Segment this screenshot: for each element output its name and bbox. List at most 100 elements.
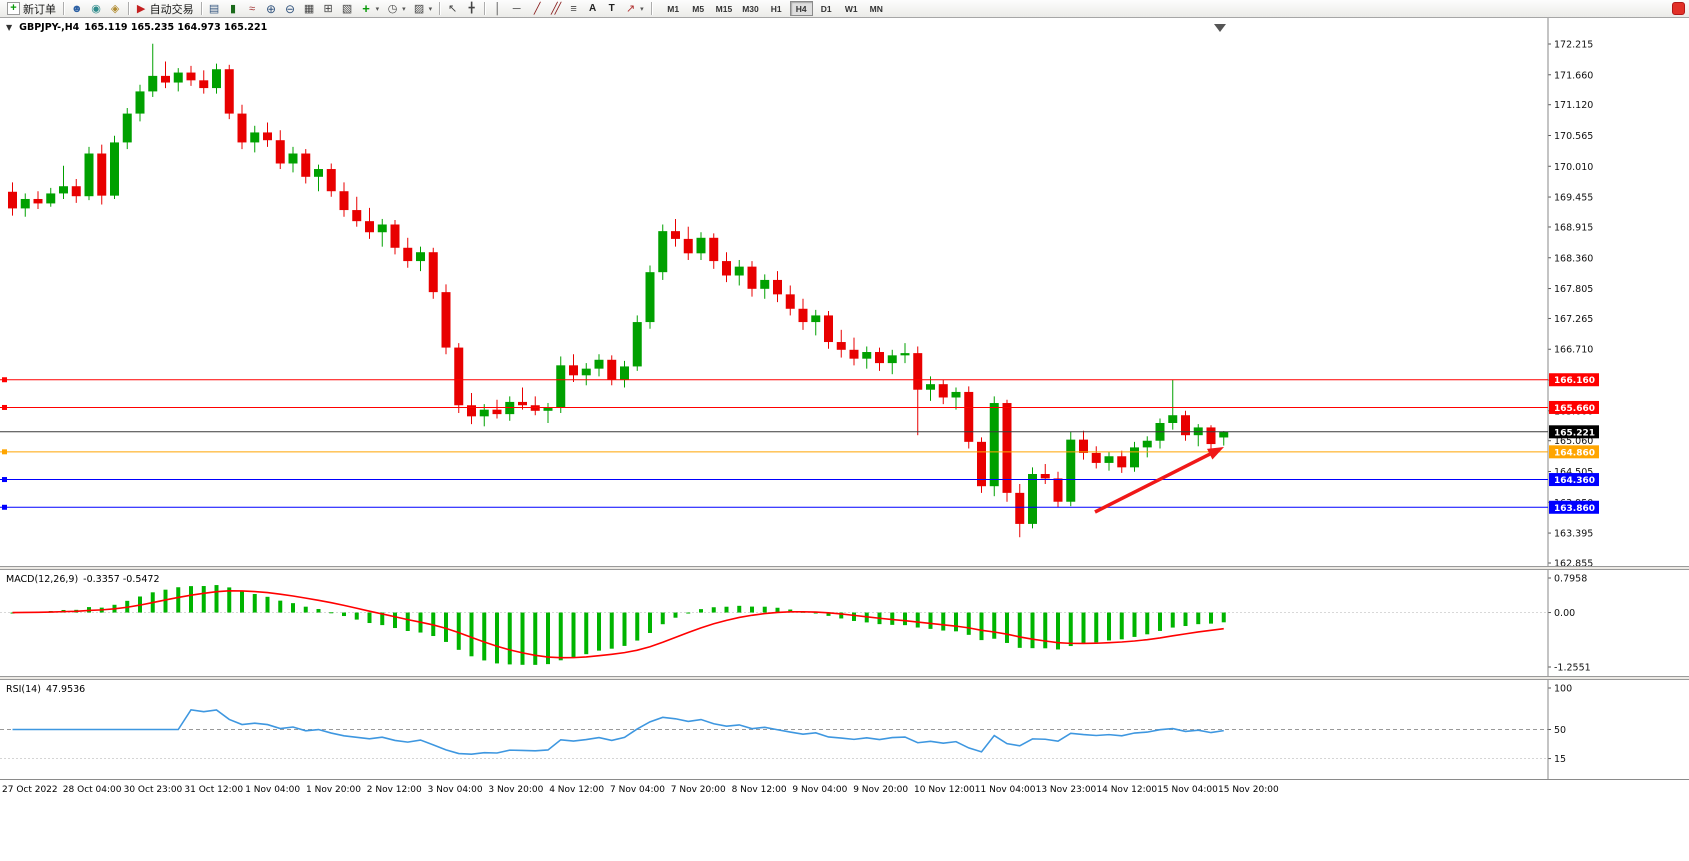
text-label-button[interactable]: T <box>602 1 621 17</box>
price-axis-label: 170.010 <box>1554 162 1593 173</box>
macd-canvas[interactable]: 0.7958 0.00 -1.2551 <box>0 570 1689 676</box>
periods-button[interactable]: ◷ ▾ <box>383 1 410 17</box>
time-axis-label: 1 Nov 04:00 <box>245 785 301 795</box>
time-axis-label: 8 Nov 12:00 <box>731 785 787 795</box>
price-axis-label: 170.565 <box>1554 131 1593 142</box>
rsi-axis-label: 50 <box>1554 725 1566 736</box>
panel-splitter[interactable] <box>0 676 1689 680</box>
cursor-button[interactable]: ↖ <box>443 1 462 17</box>
timeframe-h1[interactable]: H1 <box>765 1 788 16</box>
fibonacci-icon: ≡ <box>570 2 577 15</box>
rsi-name: RSI(14) <box>6 684 41 695</box>
market-watch-button[interactable]: ☻ <box>67 1 87 17</box>
chart-title: ▼ GBPJPY-,H4 165.119 165.235 164.973 165… <box>6 22 267 33</box>
toolbar-separator <box>127 2 129 15</box>
crosshair-button[interactable]: ╋ <box>462 1 481 17</box>
chart-shift-marker-icon[interactable] <box>1214 24 1226 32</box>
notification-badge[interactable] <box>1672 2 1685 15</box>
time-axis-label: 7 Nov 20:00 <box>670 785 726 795</box>
auto-trading-label: 自动交易 <box>149 3 194 16</box>
main-chart-canvas[interactable]: 172.215 171.660 171.120 170.565 170.010 169.4… <box>0 18 1689 566</box>
timeframe-m30[interactable]: M30 <box>738 1 763 16</box>
bar-chart-icon: ▤ <box>208 2 220 15</box>
hline-handle[interactable] <box>2 377 7 383</box>
price-axis-label: 168.360 <box>1554 253 1593 264</box>
timeframe-m15[interactable]: M15 <box>712 1 737 16</box>
price-axis-label: 172.215 <box>1554 40 1593 51</box>
price-axis-label: 162.855 <box>1554 559 1593 567</box>
collapse-icon[interactable]: ▼ <box>6 23 13 32</box>
zoom-out-icon: ⊖ <box>285 1 296 16</box>
tile-windows-button[interactable]: ▦ <box>300 1 319 17</box>
toolbar: + 新订单 ☻ ◉ ◈ ▶ 自动交易 ▤ ▮ ≈ ⊕ ⊖ ▦ ⊞ ▧ + ▾ ◷ ▾… <box>0 0 1689 18</box>
price-tag[interactable] <box>1549 500 1599 514</box>
bar-chart-button[interactable]: ▤ <box>205 1 224 17</box>
indicators-button[interactable]: + ▾ <box>357 1 384 17</box>
time-axis-label: 28 Oct 04:00 <box>62 785 122 795</box>
hline-handle[interactable] <box>2 404 7 410</box>
toolbar-separator <box>650 2 652 15</box>
horizontal-line-button[interactable]: ─ <box>507 1 526 17</box>
macd-axis-label: -1.2551 <box>1554 663 1591 674</box>
hline-handle[interactable] <box>2 477 7 483</box>
hline-handle[interactable] <box>2 449 7 455</box>
timeframe-h4[interactable]: H4 <box>789 1 813 16</box>
panel-splitter[interactable] <box>0 566 1689 570</box>
hline-handle[interactable] <box>2 504 7 510</box>
profiles-button[interactable]: ▧ <box>338 1 357 17</box>
timeframe-mn[interactable]: MN <box>865 1 888 16</box>
time-axis-label: 27 Oct 2022 <box>2 785 58 795</box>
navigator-button[interactable]: ◈ <box>106 1 125 17</box>
new-order-label: 新订单 <box>23 3 56 16</box>
chevron-down-icon: ▾ <box>428 5 433 13</box>
timeframe-w1[interactable]: W1 <box>840 1 863 16</box>
rsi-value: 47.9536 <box>45 684 86 695</box>
crosshair-icon: ╋ <box>468 2 475 14</box>
rsi-canvas[interactable]: 100 50 15 <box>0 680 1689 779</box>
chevron-down-icon: ▾ <box>402 5 406 13</box>
zoom-out-button[interactable]: ⊖ <box>281 1 300 17</box>
tile-windows-icon: ▦ <box>303 2 315 15</box>
timeframe-m1[interactable]: M1 <box>662 1 685 16</box>
chevron-down-icon: ▾ <box>640 5 644 13</box>
template-button[interactable]: ▨ ▾ <box>410 1 437 17</box>
time-axis-label: 11 Nov 04:00 <box>974 785 1036 795</box>
candlestick-button[interactable]: ▮ <box>224 1 243 17</box>
navigator-icon: ◈ <box>110 2 120 15</box>
new-chart-button[interactable]: ⊞ <box>319 1 338 17</box>
timeframe-m5[interactable]: M5 <box>687 1 710 16</box>
time-axis-label: 9 Nov 04:00 <box>792 785 848 795</box>
channel-button[interactable]: ╱╱ <box>545 1 564 17</box>
auto-trading-button[interactable]: ▶ 自动交易 <box>132 1 198 17</box>
price-tag[interactable] <box>1549 473 1599 487</box>
data-window-icon: ◉ <box>91 2 101 15</box>
macd-panel: MACD(12,26,9) -0.3357 -0.5472 0.7958 0.00… <box>0 570 1689 676</box>
fibonacci-button[interactable]: ≡ <box>564 1 583 17</box>
trendline-button[interactable]: ╱ <box>526 1 545 17</box>
data-window-button[interactable]: ◉ <box>87 1 106 17</box>
time-axis[interactable]: 27 Oct 2022 28 Oct 04:00 30 Oct 23:00 31 Oc… <box>0 779 1689 799</box>
new-order-button[interactable]: + 新订单 <box>3 1 60 17</box>
macd-signal-line <box>12 590 1224 659</box>
text-label-icon: T <box>608 2 615 14</box>
text-button[interactable]: A <box>583 1 602 17</box>
new-order-icon: + <box>7 2 20 15</box>
vertical-line-button[interactable]: │ <box>488 1 507 17</box>
zoom-in-button[interactable]: ⊕ <box>262 1 281 17</box>
main-chart-panel: ▼ GBPJPY-,H4 165.119 165.235 164.973 165… <box>0 18 1689 566</box>
line-chart-button[interactable]: ≈ <box>243 1 262 17</box>
arrows-button[interactable]: ↗ ▾ <box>621 1 648 17</box>
price-tag[interactable] <box>1549 373 1599 387</box>
trend-arrow-head <box>1207 447 1224 460</box>
trend-arrow[interactable] <box>1094 449 1218 514</box>
symbol-period: GBPJPY-,H4 <box>19 22 80 33</box>
time-axis-label: 15 Nov 20:00 <box>1218 785 1279 795</box>
price-tag[interactable] <box>1549 445 1599 459</box>
timeframe-d1[interactable]: D1 <box>815 1 838 16</box>
price-axis-label: 171.660 <box>1554 70 1593 81</box>
arrows-icon: ↗ <box>626 2 636 15</box>
price-tag[interactable] <box>1549 400 1599 414</box>
time-axis-label: 3 Nov 20:00 <box>488 785 544 795</box>
price-tag-label: 164.860 <box>1554 448 1595 458</box>
price-tag[interactable] <box>1549 425 1599 439</box>
